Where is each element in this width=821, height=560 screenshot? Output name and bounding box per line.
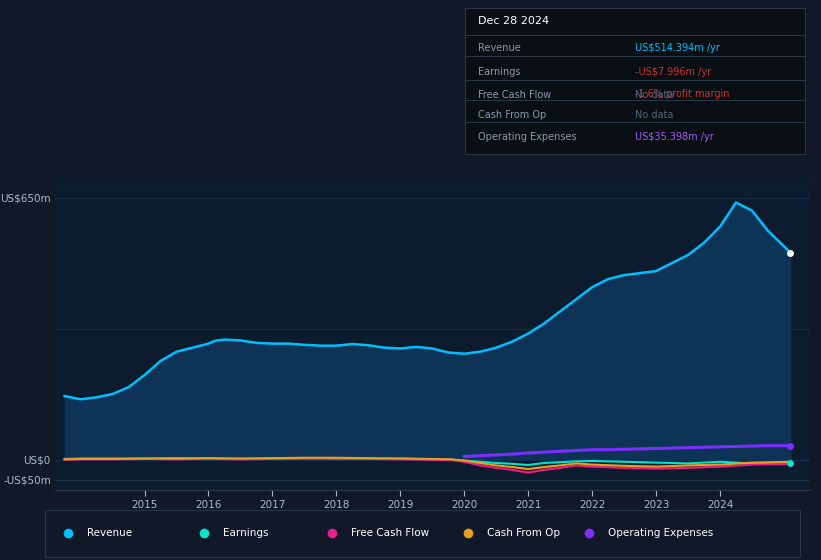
Text: Cash From Op: Cash From Op [479,110,547,120]
Text: Cash From Op: Cash From Op [487,529,560,538]
Text: US$514.394m /yr: US$514.394m /yr [635,43,720,53]
Text: -US$7.996m /yr: -US$7.996m /yr [635,67,711,77]
Text: No data: No data [635,110,673,120]
Text: Free Cash Flow: Free Cash Flow [351,529,429,538]
Text: Revenue: Revenue [87,529,132,538]
Text: No data: No data [635,90,673,100]
Text: Earnings: Earnings [222,529,268,538]
Text: Operating Expenses: Operating Expenses [608,529,713,538]
Text: Revenue: Revenue [479,43,521,53]
Text: Free Cash Flow: Free Cash Flow [479,90,552,100]
Text: -1.6% profit margin: -1.6% profit margin [635,89,730,99]
Text: Dec 28 2024: Dec 28 2024 [479,16,549,26]
Text: Operating Expenses: Operating Expenses [479,132,577,142]
Text: Earnings: Earnings [479,67,521,77]
Text: US$35.398m /yr: US$35.398m /yr [635,132,713,142]
